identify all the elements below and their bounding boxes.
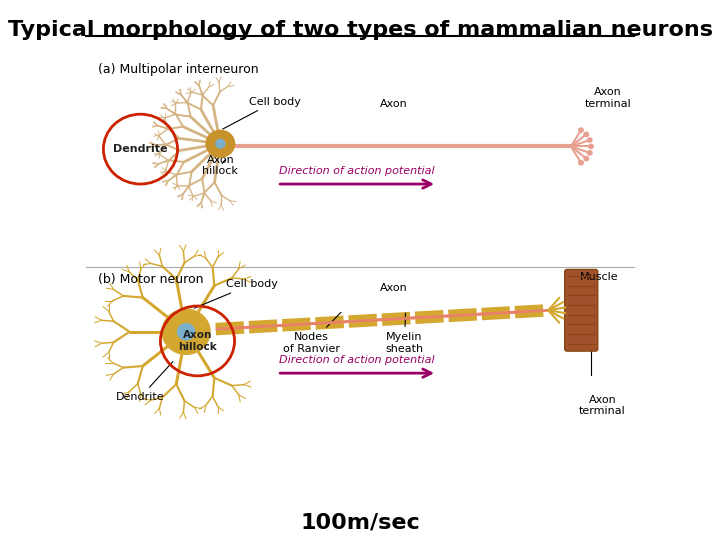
Circle shape [162, 309, 210, 354]
Text: (a) Multipolar interneuron: (a) Multipolar interneuron [98, 63, 258, 76]
FancyBboxPatch shape [564, 269, 598, 351]
Text: Dendrite: Dendrite [113, 144, 168, 154]
Text: Axon: Axon [380, 282, 408, 293]
Circle shape [579, 160, 583, 165]
Text: Cell body: Cell body [194, 279, 278, 308]
Circle shape [216, 139, 225, 148]
Circle shape [589, 144, 593, 148]
Text: Nodes
of Ranvier: Nodes of Ranvier [283, 312, 341, 354]
Text: Axon
hillock: Axon hillock [178, 330, 217, 352]
Circle shape [584, 157, 588, 161]
Circle shape [588, 138, 592, 142]
Text: Axon
hillock: Axon hillock [202, 155, 238, 177]
Text: Axon: Axon [380, 99, 408, 109]
Text: Typical morphology of two types of mammalian neurons: Typical morphology of two types of mamma… [7, 20, 713, 40]
Text: (b) Motor neuron: (b) Motor neuron [98, 273, 203, 286]
Text: Direction of action potential: Direction of action potential [279, 166, 435, 176]
Circle shape [206, 130, 235, 157]
Text: Axon
terminal: Axon terminal [585, 87, 631, 109]
Text: 100m/sec: 100m/sec [300, 512, 420, 532]
Text: Cell body: Cell body [222, 97, 301, 129]
Circle shape [584, 132, 588, 137]
Text: Axon
terminal: Axon terminal [579, 395, 626, 416]
Circle shape [178, 323, 194, 340]
Text: Dendrite: Dendrite [116, 362, 173, 402]
Text: Direction of action potential: Direction of action potential [279, 355, 435, 365]
Circle shape [588, 151, 592, 155]
Text: Muscle: Muscle [580, 272, 618, 282]
Circle shape [579, 128, 583, 132]
Text: Myelin
sheath: Myelin sheath [385, 313, 423, 354]
